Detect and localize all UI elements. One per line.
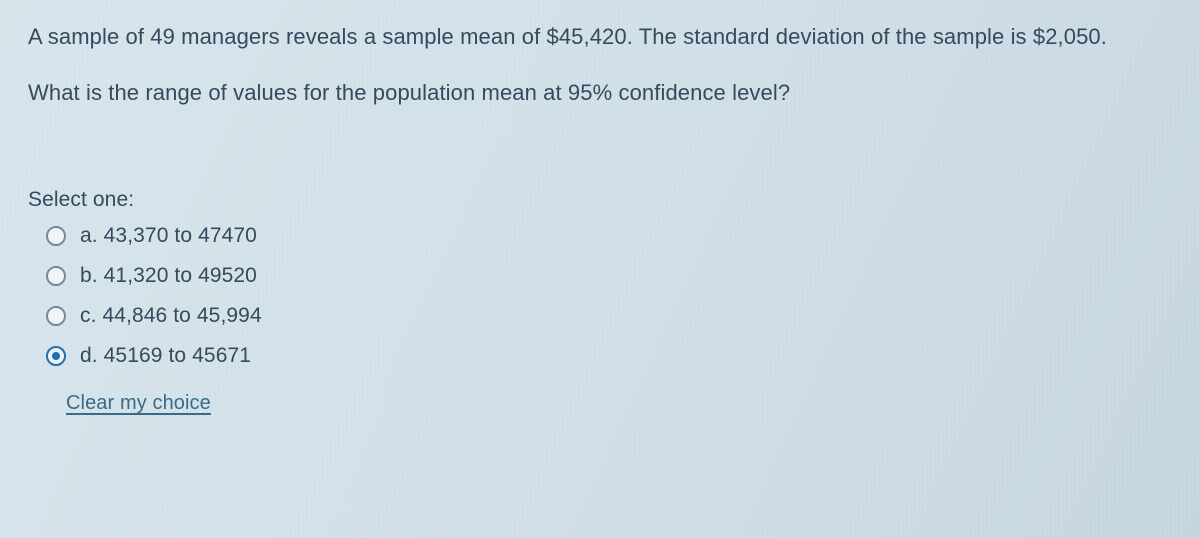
question-container: A sample of 49 managers reveals a sample… — [0, 0, 1200, 415]
radio-icon[interactable] — [46, 346, 66, 366]
option-a[interactable]: a. 43,370 to 47470 — [46, 224, 1172, 248]
option-label: d. 45169 to 45671 — [80, 344, 251, 368]
question-text-line2: What is the range of values for the popu… — [28, 76, 1172, 110]
options-group: a. 43,370 to 47470 b. 41,320 to 49520 c.… — [46, 224, 1172, 368]
radio-icon[interactable] — [46, 226, 66, 246]
clear-choice-link[interactable]: Clear my choice — [66, 392, 211, 415]
option-label: b. 41,320 to 49520 — [80, 264, 257, 288]
option-label: a. 43,370 to 47470 — [80, 224, 257, 248]
select-one-label: Select one: — [28, 188, 1172, 212]
question-text-line1: A sample of 49 managers reveals a sample… — [28, 20, 1172, 54]
option-label: c. 44,846 to 45,994 — [80, 304, 262, 328]
option-d[interactable]: d. 45169 to 45671 — [46, 344, 1172, 368]
option-b[interactable]: b. 41,320 to 49520 — [46, 264, 1172, 288]
option-c[interactable]: c. 44,846 to 45,994 — [46, 304, 1172, 328]
radio-icon[interactable] — [46, 306, 66, 326]
radio-icon[interactable] — [46, 266, 66, 286]
